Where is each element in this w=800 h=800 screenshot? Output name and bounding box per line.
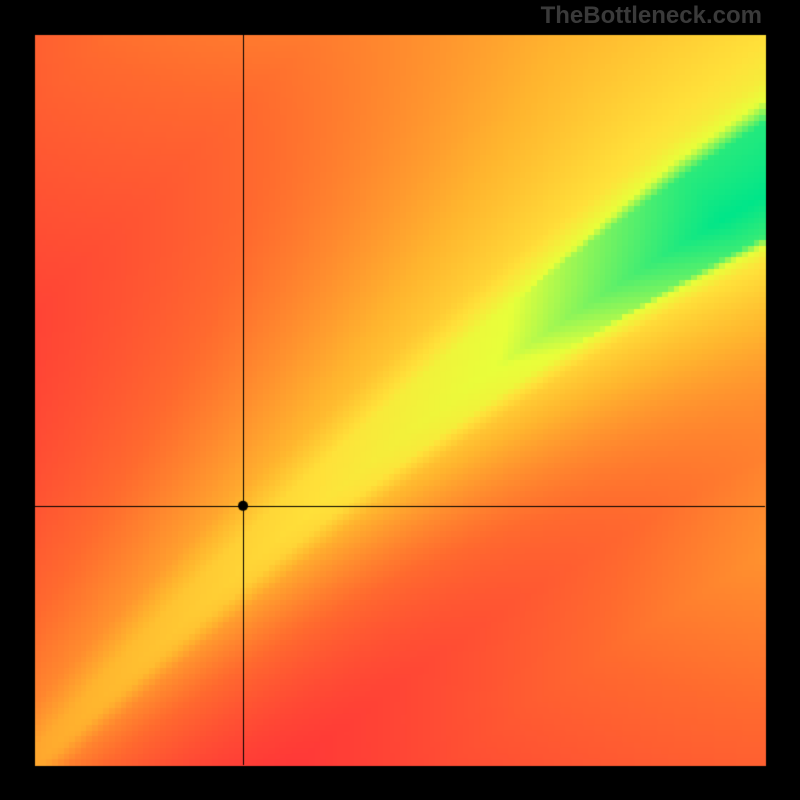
watermark-text: TheBottleneck.com [541, 2, 762, 30]
bottleneck-heatmap [0, 0, 800, 800]
chart-container: TheBottleneck.com [0, 0, 800, 800]
